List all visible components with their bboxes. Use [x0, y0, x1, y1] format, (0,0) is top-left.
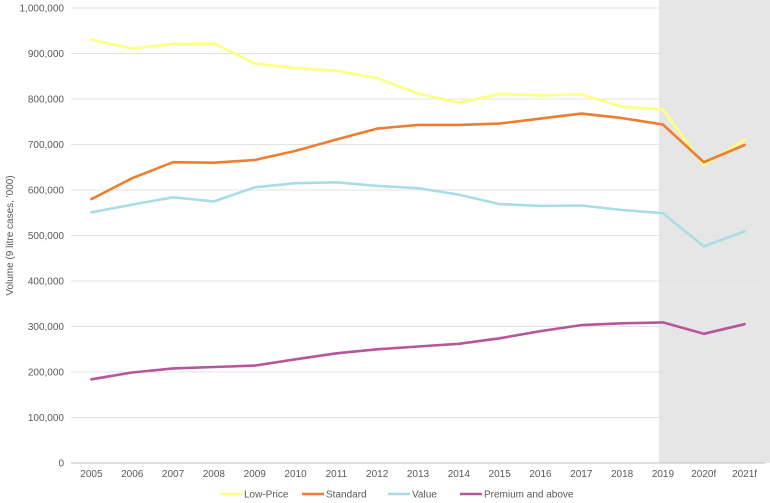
x-tick-label: 2009: [244, 469, 267, 480]
x-tick-label: 2012: [366, 469, 389, 480]
x-tick-label: 2017: [570, 469, 593, 480]
y-tick-label: 300,000: [28, 322, 65, 333]
x-tick-label: 2006: [121, 469, 144, 480]
y-tick-label: 900,000: [28, 49, 65, 60]
y-tick-label: 0: [58, 459, 64, 470]
forecast-shade: [658, 0, 770, 463]
x-tick-label: 2005: [80, 469, 103, 480]
x-axis-ticks: 2005 2006 2007 2008 2009 2010 2011 2012 2013 2014…: [80, 469, 757, 480]
series-line-2: [90, 181, 746, 248]
x-tick-label: 2013: [407, 469, 430, 480]
legend-label-3: Premium and above: [484, 490, 574, 501]
y-tick-label: 200,000: [28, 368, 65, 379]
x-tick-label: 2020f: [691, 469, 716, 480]
y-tick-label: 500,000: [28, 231, 65, 242]
legend: Low-Price Standard Value Premium and above: [220, 490, 574, 501]
x-tick-label: 2018: [611, 469, 634, 480]
series-line-1: [90, 112, 746, 201]
y-tick-label: 700,000: [28, 140, 65, 151]
y-axis-ticks: 0 100,000 200,000 300,000 400,000 500,000 600,…: [20, 4, 65, 470]
x-tick-label: 2016: [529, 469, 552, 480]
y-tick-label: 100,000: [28, 413, 65, 424]
x-tick-label: 2010: [284, 469, 307, 480]
gridlines: [71, 7, 765, 464]
x-tick-label: 2019: [652, 469, 675, 480]
x-tick-label: 2008: [203, 469, 226, 480]
legend-label-0: Low-Price: [244, 490, 289, 501]
series-line-0: [90, 38, 746, 167]
legend-label-2: Value: [412, 490, 437, 501]
y-tick-label: 1,000,000: [20, 4, 65, 15]
y-tick-label: 400,000: [28, 277, 65, 288]
y-tick-label: 800,000: [28, 95, 65, 106]
x-tick-label: 2014: [448, 469, 471, 480]
x-tick-label: 2021f: [732, 469, 757, 480]
x-tick-label: 2015: [489, 469, 512, 480]
series-lines: [90, 38, 746, 381]
x-tick-label: 2011: [326, 469, 348, 480]
y-axis-title: Volume (9 litre cases, '000): [5, 175, 16, 295]
series-line-3: [90, 321, 746, 381]
legend-label-1: Standard: [326, 490, 367, 501]
y-tick-label: 600,000: [28, 186, 65, 197]
x-tick-label: 2007: [162, 469, 185, 480]
